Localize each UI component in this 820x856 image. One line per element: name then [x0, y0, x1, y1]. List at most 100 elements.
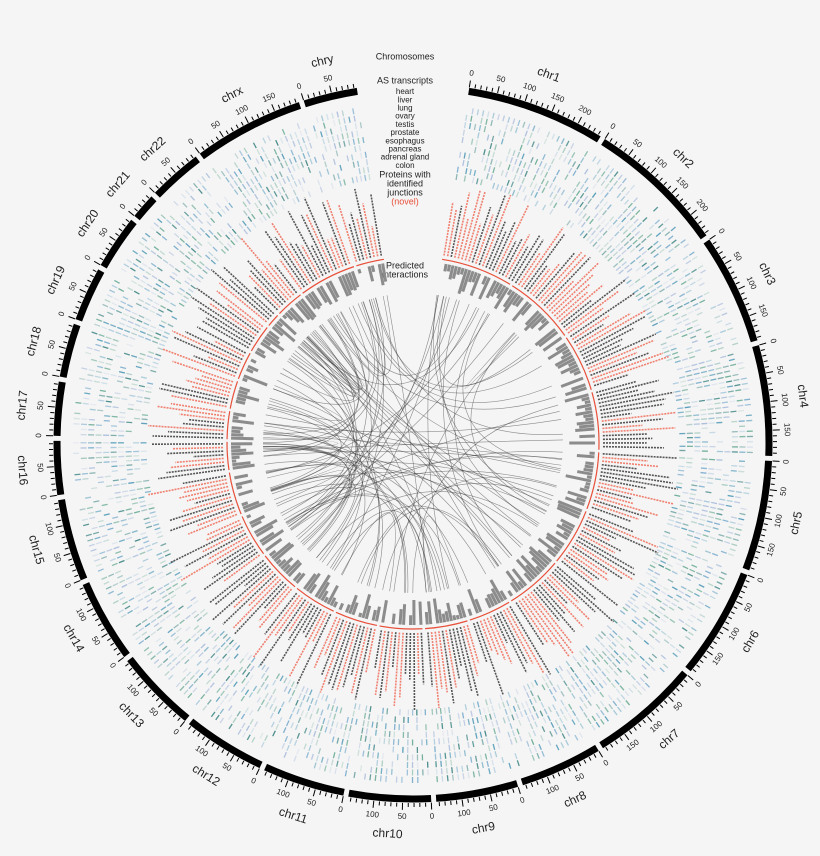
heat-cell [150, 574, 157, 579]
heat-cell [248, 691, 254, 698]
heat-cell [563, 715, 568, 722]
tick [256, 113, 260, 118]
heat-cell [660, 618, 667, 623]
bar [347, 272, 358, 291]
heat-cell [448, 744, 451, 751]
tick-label: 150 [261, 91, 277, 105]
heat-cell [619, 225, 625, 232]
protein-label [203, 551, 258, 591]
link [281, 299, 457, 517]
protein-label [508, 246, 529, 280]
heat-cell [592, 241, 598, 247]
heat-cell [720, 329, 727, 334]
heat-cell [178, 302, 185, 307]
bar [556, 523, 572, 535]
heat-cell [360, 152, 363, 159]
heat-cell [674, 360, 681, 364]
tick-label: 150 [550, 91, 566, 105]
chromosome-band [435, 780, 519, 802]
heat-cell [220, 642, 226, 648]
heat-cell [386, 708, 389, 715]
heat-cell [210, 653, 216, 659]
bar [275, 558, 282, 565]
heat-cell [675, 648, 682, 654]
heat-cell [627, 600, 634, 605]
protein-label [551, 274, 594, 314]
bar [520, 554, 541, 576]
tick [216, 746, 220, 750]
heat-cell [494, 751, 498, 758]
bar [525, 564, 538, 578]
heat-cell [222, 633, 228, 639]
heat-cell [710, 506, 717, 509]
tick [567, 114, 571, 119]
bar [469, 273, 482, 297]
heat-cell [518, 719, 522, 726]
heat-cell [547, 715, 551, 722]
heat-cell [680, 585, 687, 590]
junction-ring [296, 587, 334, 612]
heat-cell [716, 371, 723, 375]
tick [762, 528, 767, 531]
heat-cell [205, 212, 211, 218]
heat-cell [665, 256, 671, 262]
heat-cell [212, 246, 218, 252]
heat-cell [445, 760, 448, 767]
protein-label [464, 191, 486, 261]
heat-cell [183, 689, 189, 695]
heat-cell [260, 673, 266, 679]
tick-label: 0 [782, 459, 791, 464]
heat-cell [592, 183, 597, 190]
bar [261, 529, 285, 546]
heat-cell [654, 638, 661, 644]
protein-label [592, 503, 640, 521]
bar [358, 612, 363, 618]
heat-cell [166, 219, 172, 225]
heat-cell [514, 697, 518, 704]
heat-cell [657, 300, 664, 305]
heat-cell [320, 756, 324, 763]
heat-cell [624, 660, 630, 667]
heat-cell [369, 736, 372, 743]
heat-cell [145, 390, 152, 393]
heat-cell [605, 164, 610, 171]
heat-cell [500, 185, 504, 192]
heat-cell [343, 117, 346, 124]
protein-label [496, 612, 528, 673]
tick [176, 165, 181, 170]
junction-ring [379, 625, 423, 630]
bar [576, 420, 594, 426]
bar [467, 270, 475, 283]
heat-cell [357, 749, 360, 756]
heat-cell [612, 700, 618, 707]
tick [535, 100, 538, 105]
heat-cell [137, 283, 144, 288]
heat-cell [298, 692, 302, 699]
heat-cell [594, 204, 600, 210]
protein-label [191, 385, 230, 397]
bar [370, 265, 376, 273]
tick [151, 693, 156, 698]
protein-label [575, 539, 636, 576]
tick [473, 797, 475, 802]
heat-cell [612, 618, 618, 624]
heat-cell [250, 169, 255, 176]
bar [285, 559, 301, 575]
tick [77, 300, 82, 304]
protein-label [232, 578, 282, 629]
heat-cell [571, 693, 576, 699]
tick [132, 672, 137, 676]
heat-cell [111, 470, 118, 472]
tick [742, 297, 748, 301]
heat-cell [601, 650, 607, 657]
heat-cell [611, 661, 617, 668]
heat-cell [117, 574, 124, 579]
heat-cell [716, 320, 723, 324]
heat-cell [183, 295, 190, 300]
heat-cell [150, 655, 156, 660]
heat-cell [109, 289, 116, 294]
heat-cell [658, 545, 665, 549]
heat-cell [712, 552, 719, 557]
bar [553, 545, 561, 552]
bar [250, 358, 257, 364]
